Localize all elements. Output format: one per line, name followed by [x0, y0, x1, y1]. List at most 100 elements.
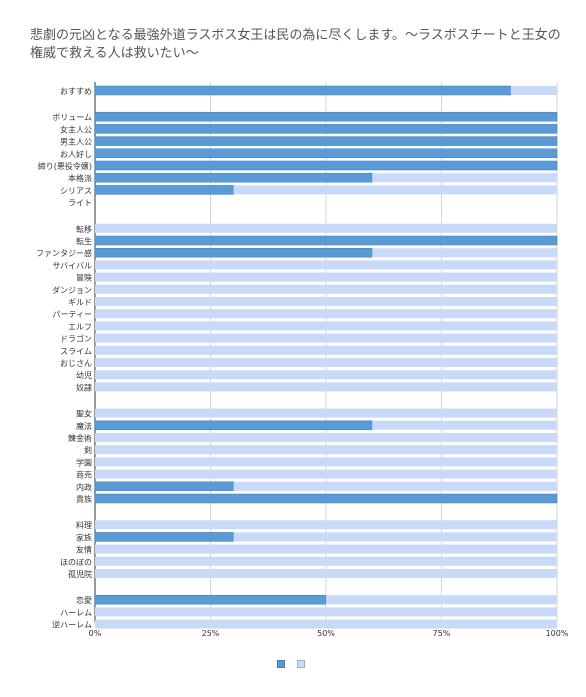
category-label: 冒険 — [76, 274, 92, 283]
category-label: おすすめ — [60, 87, 92, 96]
bar-series-2 — [233, 185, 557, 195]
category-label: 商売 — [76, 470, 92, 480]
bar-layer — [94, 85, 558, 629]
bar-series-2 — [95, 433, 557, 442]
category-label: 転生 — [76, 236, 92, 246]
bar-series-2 — [95, 619, 557, 629]
chart-title: 悲劇の元凶となる最強外道ラスボス女王は民の為に尽くします。～ラスボスチートと王女… — [30, 28, 561, 61]
bar-series-1 — [94, 185, 234, 195]
category-label: ハーレム — [60, 608, 92, 617]
bar-series-2 — [95, 333, 557, 343]
category-label: 学園 — [76, 457, 92, 467]
bar-series-1 — [94, 247, 373, 258]
bar-series-2 — [95, 309, 557, 319]
bar-series-1 — [94, 235, 558, 246]
category-label: 料理 — [76, 520, 92, 530]
category-label: 男主人公 — [60, 137, 92, 147]
bar-series-2 — [95, 272, 557, 282]
category-label: 女主人公 — [60, 124, 92, 134]
category-label: 恋愛 — [76, 595, 92, 605]
bar-series-1 — [94, 160, 558, 171]
x-tick-label: 75% — [433, 629, 451, 638]
legend — [277, 660, 305, 668]
bar-series-2 — [95, 556, 557, 566]
bar-series-1 — [94, 124, 558, 134]
x-tick-label: 100% — [546, 629, 569, 638]
bar-series-2 — [95, 408, 557, 418]
bar-series-2 — [372, 248, 557, 258]
category-label: 剣 — [84, 446, 92, 455]
category-label: 魔法 — [76, 421, 92, 431]
category-label: ドラゴン — [60, 334, 92, 344]
bar-series-1 — [94, 136, 558, 146]
bar-series-2 — [233, 532, 557, 542]
category-label: おじさん — [60, 359, 92, 368]
bar-series-2 — [95, 382, 557, 392]
bar-series-2 — [372, 420, 557, 430]
category-label: 家族 — [76, 532, 92, 542]
category-label: ほのぼの — [60, 558, 92, 567]
legend-swatch — [297, 660, 305, 668]
bar-series-1 — [94, 85, 512, 96]
category-label: お人好し — [60, 149, 92, 159]
bar-series-1 — [94, 532, 234, 542]
category-label: 錬金術 — [68, 433, 92, 443]
category-label: ダンジョン — [52, 285, 92, 295]
category-label: ファンタジー感 — [36, 248, 92, 258]
bar-series-2 — [95, 520, 557, 530]
category-label: 内政 — [76, 482, 92, 492]
bar-series-1 — [94, 481, 234, 492]
bar-series-1 — [94, 493, 558, 504]
bar-series-2 — [95, 544, 557, 554]
category-label: パーティー — [52, 310, 92, 319]
bar-series-2 — [95, 284, 557, 294]
category-label: スライム — [60, 347, 92, 356]
x-tick-label: 0% — [89, 629, 102, 638]
bar-series-1 — [94, 594, 327, 605]
bar-series-2 — [95, 223, 557, 233]
category-label: 逆ハーレム — [52, 620, 92, 630]
x-tick-label: 50% — [317, 629, 335, 638]
bar-series-2 — [95, 345, 557, 355]
bar-series-1 — [94, 172, 373, 183]
category-label: ボリューム — [52, 113, 92, 122]
category-label: 孤児院 — [68, 569, 92, 579]
category-label: 奴隷 — [76, 382, 92, 392]
category-label: 幼児 — [76, 370, 92, 380]
bar-series-1 — [94, 111, 558, 122]
bar-series-2 — [95, 321, 557, 331]
bar-series-2 — [372, 173, 557, 183]
bar-series-2 — [95, 445, 557, 455]
bar-series-2 — [95, 260, 557, 270]
bar-series-1 — [94, 148, 558, 159]
category-label: 友情 — [76, 545, 92, 555]
category-label: ライト — [68, 199, 92, 208]
category-label: 締り(悪役令嬢) — [38, 161, 92, 171]
bar-series-2 — [510, 86, 557, 95]
legend-item-1 — [277, 660, 285, 668]
category-label: 本格派 — [68, 173, 92, 183]
bar-series-2 — [95, 469, 557, 479]
bar-series-2 — [95, 297, 557, 306]
bar-series-2 — [326, 595, 557, 605]
category-label: 貴族 — [76, 494, 92, 504]
bar-series-2 — [95, 607, 557, 617]
category-label: シリアス — [60, 186, 92, 195]
category-label: サバイバル — [52, 261, 92, 270]
x-axis-ticks: 0% 25% 50% 75% 100% — [89, 629, 569, 638]
bar-series-2 — [95, 457, 557, 467]
bar-series-2 — [95, 569, 557, 578]
x-tick-label: 25% — [202, 629, 220, 638]
legend-item-2 — [297, 660, 305, 668]
category-label: ギルド — [68, 298, 92, 307]
bar-series-2 — [233, 481, 557, 491]
category-label: エルフ — [68, 322, 92, 331]
category-label: 転移 — [76, 224, 92, 234]
bar-series-1 — [94, 420, 373, 431]
bar-series-2 — [95, 370, 557, 380]
category-label: 聖女 — [76, 409, 92, 419]
bar-series-2 — [95, 358, 557, 367]
legend-swatch — [277, 660, 285, 668]
